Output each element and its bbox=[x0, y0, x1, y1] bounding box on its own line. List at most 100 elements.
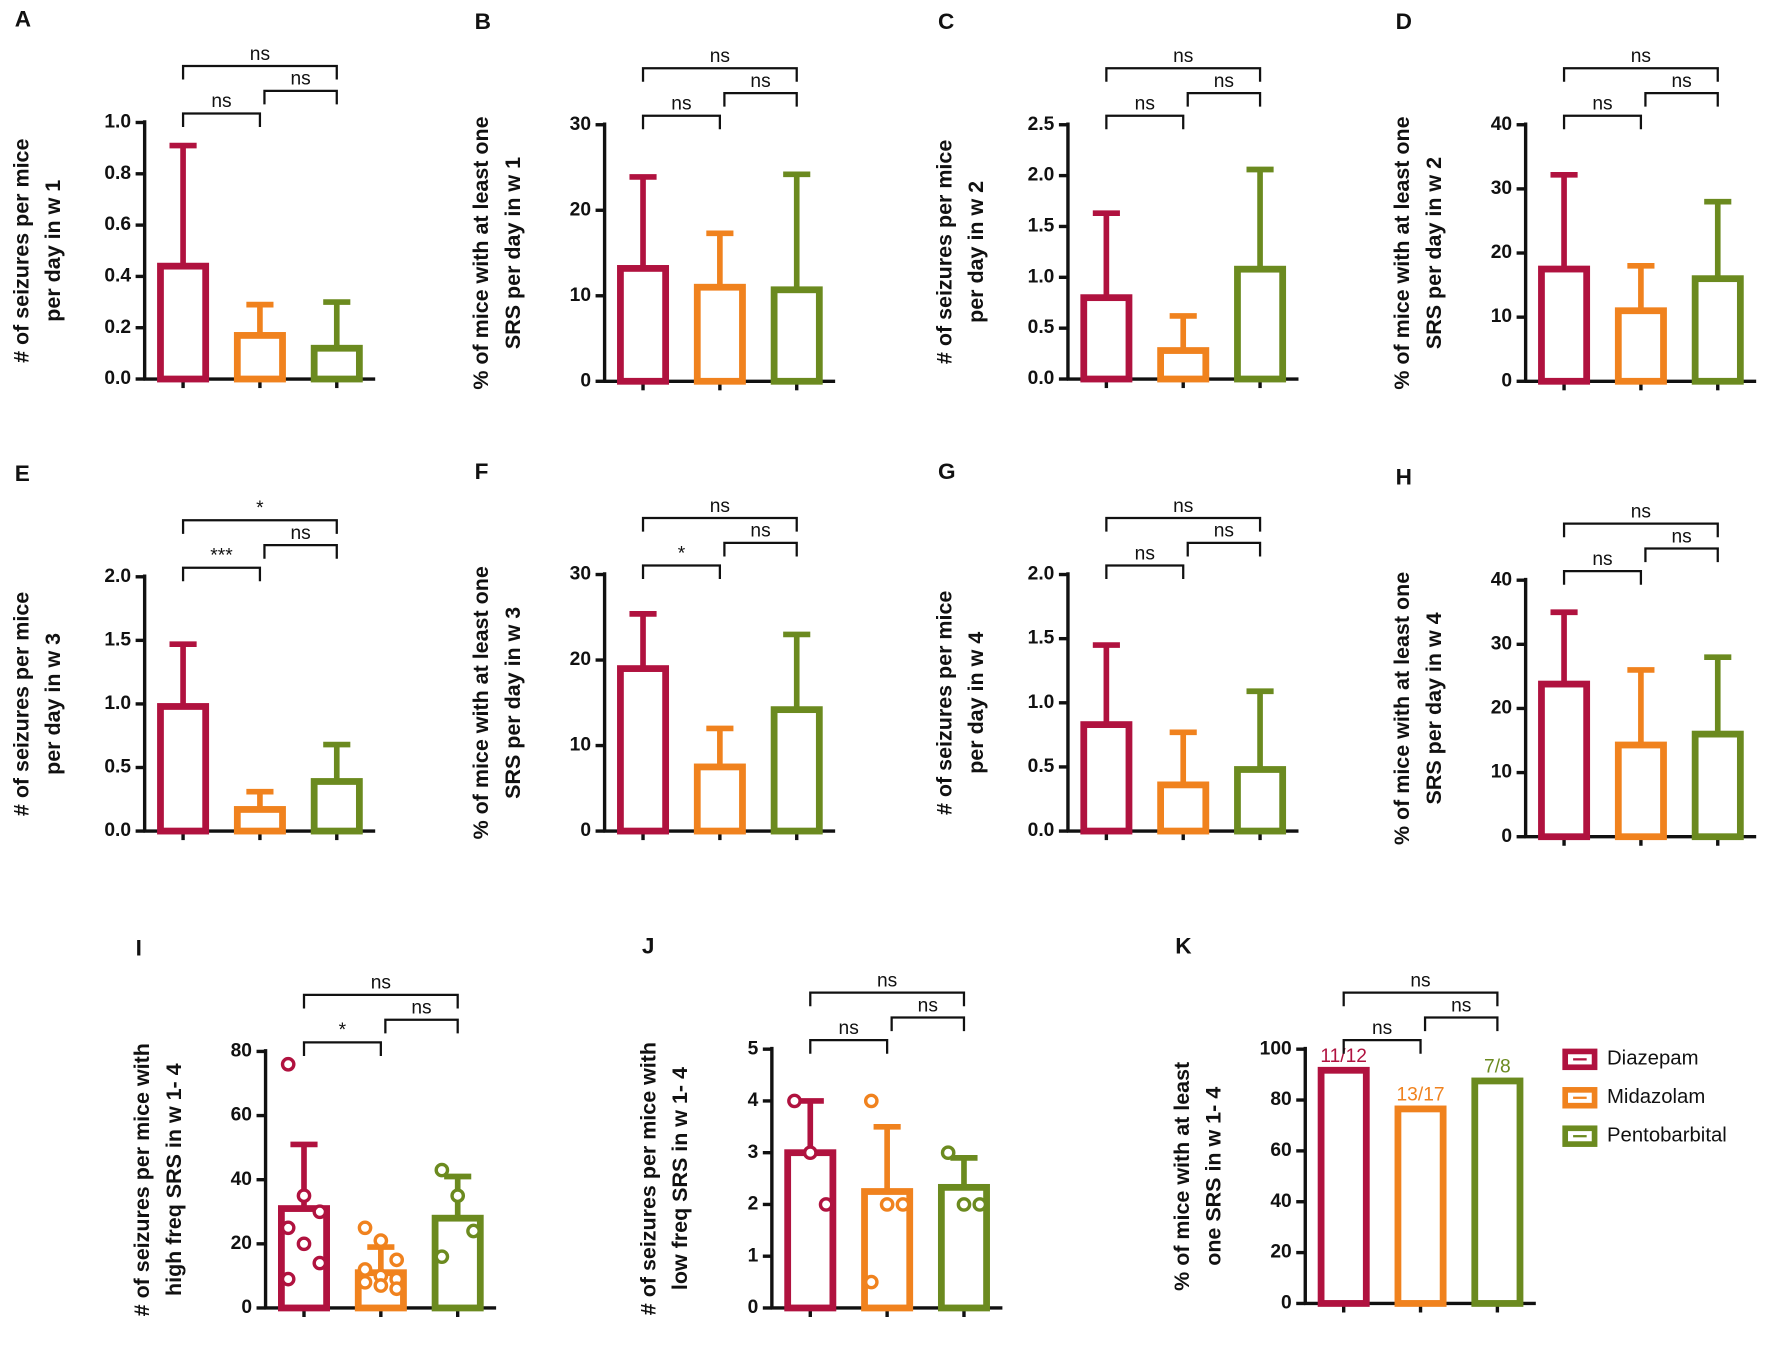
significance-label: ns bbox=[1135, 93, 1155, 114]
data-point bbox=[389, 1252, 405, 1268]
bar bbox=[310, 344, 363, 383]
y-tick-label: 3 bbox=[748, 1142, 759, 1163]
y-tick-label: 2.0 bbox=[1028, 564, 1055, 585]
bar bbox=[157, 262, 210, 383]
significance-label: * bbox=[339, 1020, 347, 1041]
significance-bracket bbox=[809, 991, 966, 1007]
bar bbox=[617, 665, 670, 835]
data-point bbox=[434, 1162, 450, 1178]
y-tick-label: 2.0 bbox=[1028, 165, 1055, 186]
significance-label: ns bbox=[1451, 995, 1471, 1016]
significance-bracket bbox=[1186, 541, 1262, 557]
bar bbox=[770, 286, 823, 385]
y-tick-label: 0 bbox=[748, 1297, 759, 1318]
error-bar bbox=[1550, 609, 1578, 685]
y-tick-label: 20 bbox=[1270, 1242, 1291, 1263]
significance-bracket bbox=[641, 114, 722, 130]
y-axis-label: SRS per day in w 4 bbox=[1422, 612, 1446, 804]
panel-label: J bbox=[642, 933, 655, 958]
y-axis-label: % of mice with at least one bbox=[1390, 572, 1414, 845]
data-point bbox=[940, 1145, 956, 1161]
panel-label: I bbox=[136, 936, 142, 961]
error-bar bbox=[1704, 198, 1732, 279]
y-axis-label: low freq SRS in w 1- 4 bbox=[668, 1067, 692, 1290]
significance-label: * bbox=[678, 543, 686, 564]
data-point bbox=[895, 1197, 911, 1212]
significance-label: ns bbox=[1173, 496, 1193, 517]
y-axis-label: one SRS in w 1- 4 bbox=[1202, 1087, 1226, 1266]
data-point bbox=[357, 1262, 373, 1277]
significance-bracket bbox=[641, 67, 798, 82]
significance-label: ns bbox=[1671, 526, 1691, 547]
y-tick-label: 0 bbox=[580, 820, 591, 841]
y-tick-label: 40 bbox=[1491, 569, 1512, 590]
error-bar bbox=[629, 174, 657, 269]
bar bbox=[233, 806, 286, 835]
significance-label: * bbox=[256, 498, 264, 519]
significance-label: ns bbox=[1631, 46, 1651, 67]
data-point bbox=[389, 1281, 405, 1297]
significance-label: ns bbox=[250, 44, 270, 65]
data-point bbox=[818, 1197, 834, 1212]
significance-label: ns bbox=[710, 496, 730, 517]
error-bar bbox=[873, 1123, 901, 1192]
error-bar bbox=[950, 1155, 978, 1188]
y-tick-label: 4 bbox=[748, 1090, 759, 1111]
error-bar bbox=[1246, 166, 1274, 270]
error-bar bbox=[1550, 171, 1578, 270]
significance-bracket bbox=[1105, 114, 1185, 130]
data-point bbox=[373, 1233, 389, 1248]
y-tick-label: 30 bbox=[1491, 633, 1512, 654]
y-tick-label: 0.0 bbox=[1028, 820, 1055, 841]
y-tick-label: 10 bbox=[1491, 306, 1512, 327]
error-bar bbox=[1169, 729, 1197, 785]
y-tick-label: 2.5 bbox=[1028, 114, 1055, 135]
bar bbox=[1234, 766, 1287, 835]
significance-bracket bbox=[1562, 570, 1643, 585]
significance-bracket bbox=[1342, 991, 1499, 1007]
significance-label: ns bbox=[1372, 1018, 1392, 1039]
data-point bbox=[787, 1093, 802, 1109]
significance-bracket bbox=[641, 564, 722, 580]
data-point bbox=[357, 1274, 373, 1290]
y-tick-label: 0.6 bbox=[104, 214, 131, 235]
data-point bbox=[296, 1236, 312, 1252]
significance-label: ns bbox=[1592, 93, 1612, 114]
y-axis-label: SRS per day in w 2 bbox=[1422, 157, 1446, 349]
data-point bbox=[863, 1274, 879, 1290]
significance-label: ns bbox=[750, 521, 770, 542]
error-bar bbox=[1169, 313, 1197, 351]
y-tick-label: 80 bbox=[1270, 1089, 1291, 1110]
y-tick-label: 30 bbox=[570, 114, 591, 135]
y-axis-label: # of seizures per mice bbox=[9, 139, 33, 363]
significance-label: ns bbox=[290, 69, 310, 90]
y-axis-label: per day in w 2 bbox=[964, 181, 988, 323]
y-axis-label: % of mice with at least one bbox=[1390, 116, 1414, 389]
significance-bracket bbox=[641, 516, 798, 532]
y-tick-label: 60 bbox=[231, 1105, 252, 1126]
y-tick-label: 0.0 bbox=[104, 820, 131, 841]
error-bar bbox=[1627, 667, 1655, 746]
panel-label: G bbox=[938, 459, 956, 484]
y-tick-label: 1.0 bbox=[104, 112, 131, 133]
panel-label: A bbox=[15, 7, 31, 32]
data-point bbox=[802, 1145, 818, 1161]
panel-label: B bbox=[475, 9, 491, 34]
bar bbox=[1394, 1105, 1447, 1307]
y-tick-label: 1.0 bbox=[1028, 266, 1055, 287]
error-bar bbox=[783, 631, 811, 710]
y-tick-label: 80 bbox=[231, 1041, 252, 1062]
y-tick-label: 1.5 bbox=[104, 629, 131, 650]
y-tick-label: 0 bbox=[1501, 826, 1512, 847]
bar bbox=[1080, 294, 1133, 383]
data-point bbox=[434, 1249, 450, 1265]
significance-label: ns bbox=[1214, 71, 1234, 92]
significance-label: ns bbox=[1173, 46, 1193, 67]
y-axis-label: # of seizures per mice with bbox=[636, 1042, 660, 1315]
significance-bracket bbox=[181, 112, 262, 128]
significance-label: ns bbox=[371, 973, 391, 994]
bar bbox=[693, 763, 746, 835]
data-point bbox=[280, 1220, 296, 1236]
panel-label: D bbox=[1396, 9, 1412, 34]
significance-bracket bbox=[1644, 547, 1719, 563]
